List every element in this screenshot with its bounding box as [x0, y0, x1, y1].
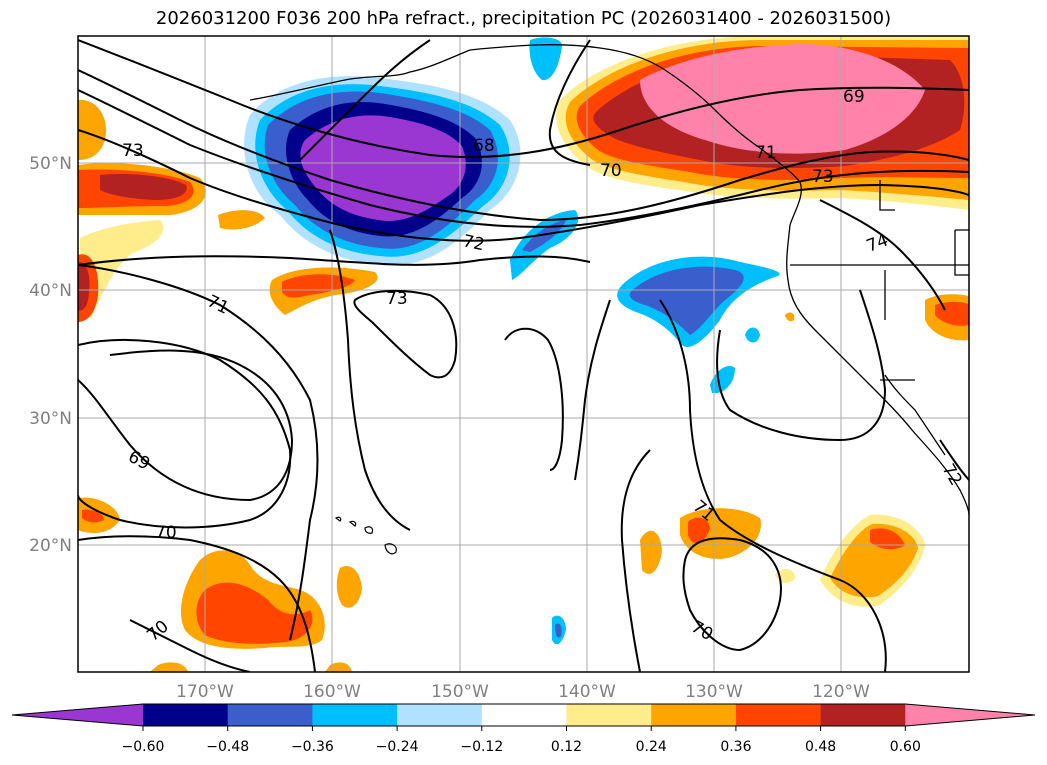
map-title: 2026031200 F036 200 hPa refract., precip… — [155, 8, 892, 29]
lon-tick-label: 160°W — [303, 682, 361, 702]
lon-tick-label: 140°W — [558, 682, 616, 702]
colorbar: −0.60 −0.48 −0.36 −0.24 −0.12 0.12 0.24 0.36 0.4… — [11, 703, 1036, 755]
contour-label: 73 — [812, 167, 834, 187]
colorbar-tick-label: 0.36 — [720, 739, 751, 755]
colorbar-swatch — [566, 704, 652, 726]
contour-label: 73 — [386, 289, 408, 309]
positive-anomaly-pacific-northwest — [556, 36, 969, 210]
colorbar-tick-label: 0.12 — [551, 739, 582, 755]
negative-anomaly-east-pacific — [510, 37, 780, 645]
colorbar-tick-label: −0.12 — [460, 739, 503, 755]
colorbar-tick-label: −0.24 — [376, 739, 419, 755]
colorbar-tick-label: −0.60 — [122, 739, 165, 755]
lon-tick-label: 130°W — [685, 682, 743, 702]
lat-tick-label: 30°N — [29, 409, 72, 429]
longitude-axis: 170°W 160°W 150°W 140°W 130°W 120°W — [176, 682, 870, 702]
contour-label: 70 — [155, 523, 177, 543]
contour-label: 72 — [461, 231, 486, 255]
lon-tick-label: 120°W — [812, 682, 870, 702]
lat-tick-label: 50°N — [29, 154, 72, 174]
contour-label: 71 — [755, 143, 777, 163]
map-frame — [77, 35, 970, 673]
contour-label: 70 — [600, 161, 622, 181]
refractivity-contours — [78, 39, 969, 672]
lat-tick-label: 20°N — [29, 536, 72, 556]
colorbar-tick-label: −0.36 — [291, 739, 334, 755]
colorbar-extend-max — [905, 704, 1035, 726]
colorbar-tick-label: 0.24 — [636, 739, 667, 755]
graticule — [78, 36, 969, 672]
lon-tick-label: 150°W — [431, 682, 489, 702]
colorbar-tick-label: −0.48 — [206, 739, 249, 755]
contour-label: 68 — [473, 136, 495, 156]
positive-anomaly-west — [78, 99, 378, 672]
colorbar-tick-label: 0.60 — [890, 739, 921, 755]
colorbar-swatch — [397, 704, 483, 726]
colorbar-swatch — [227, 704, 313, 726]
colorbar-swatch — [143, 704, 229, 726]
colorbar-swatch — [820, 704, 906, 726]
colorbar-extend-min — [12, 704, 143, 726]
colorbar-swatch — [735, 704, 822, 726]
colorbar-tick-label: 0.48 — [805, 739, 836, 755]
latitude-axis: 50°N 40°N 30°N 20°N — [29, 154, 72, 556]
contour-label: 69 — [843, 87, 865, 107]
lon-tick-label: 170°W — [176, 682, 234, 702]
colorbar-swatch — [481, 704, 567, 726]
colorbar-swatch — [651, 704, 737, 726]
hawaiian-islands — [334, 516, 397, 555]
colorbar-swatch — [312, 704, 398, 726]
lat-tick-label: 40°N — [29, 281, 72, 301]
contour-label: 73 — [122, 141, 144, 161]
